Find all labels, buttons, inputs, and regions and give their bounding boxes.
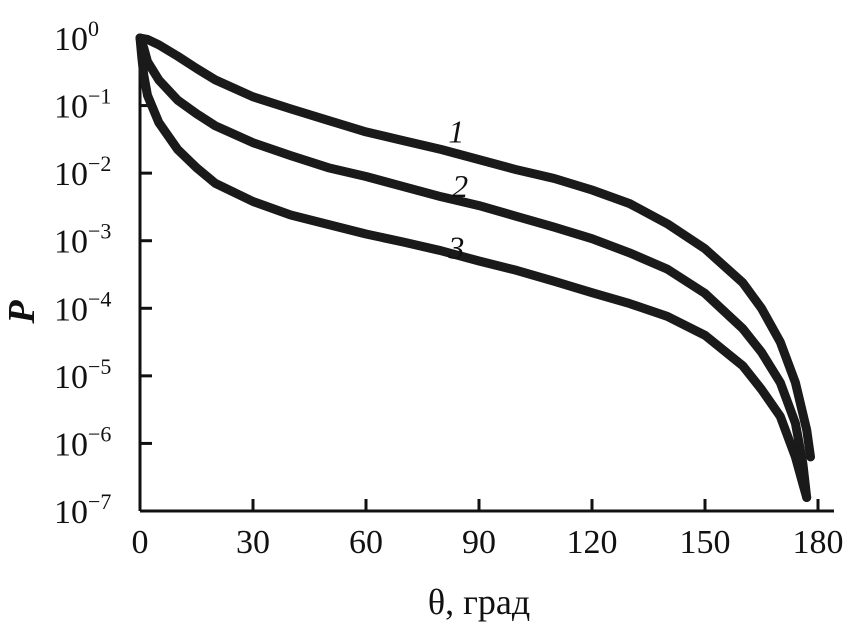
x-tick-label: 60: [349, 524, 383, 561]
series-1-line: [135, 33, 815, 462]
y-tick-exponent: −7: [88, 489, 111, 514]
x-tick-label: 120: [567, 524, 618, 561]
series-2-line: [135, 33, 812, 502]
x-tick-label: 0: [132, 524, 149, 561]
x-tick-label: 150: [680, 524, 731, 561]
y-tick-label: 10−2: [54, 151, 111, 193]
series-3-line: [135, 33, 812, 502]
y-tick-base: 10: [54, 359, 88, 396]
y-tick-base: 10: [54, 426, 88, 463]
y-tick-base: 10: [54, 156, 88, 193]
series-2-label: 2: [452, 168, 468, 204]
y-tick-base: 10: [54, 224, 88, 261]
curves: [135, 33, 815, 502]
labels: 1 2 3 θ, град P: [1, 114, 530, 622]
y-tick-exponent: −4: [88, 286, 111, 311]
y-tick-label: 100: [54, 16, 99, 58]
y-tick-base: 10: [54, 89, 88, 126]
series-3-label: 3: [447, 229, 464, 265]
y-tick-label: 10−4: [54, 286, 111, 328]
y-tick-label: 10−1: [54, 84, 111, 126]
y-tick-exponent: −1: [88, 84, 111, 109]
y-tick-exponent: −2: [88, 151, 111, 176]
y-tick-exponent: −6: [88, 421, 111, 446]
series-1-label: 1: [448, 114, 464, 150]
y-tick-base: 10: [54, 494, 88, 531]
y-tick-label: 10−6: [54, 421, 111, 463]
x-tick-label: 180: [793, 524, 844, 561]
y-tick-exponent: −5: [88, 354, 111, 379]
y-tick-label: 10−3: [54, 219, 111, 261]
y-tick-label: 10−7: [54, 489, 111, 531]
y-axis-title: P: [1, 300, 43, 325]
y-tick-base: 10: [54, 291, 88, 328]
y-tick-label: 10−5: [54, 354, 111, 396]
axes: 0 30 60 90 120 150 18010010−110−210−310−410−51…: [54, 16, 844, 561]
y-tick-exponent: 0: [88, 16, 99, 41]
y-tick-exponent: −3: [88, 219, 111, 244]
x-tick-label: 90: [462, 524, 496, 561]
x-axis-title: θ, град: [428, 582, 530, 622]
y-tick-base: 10: [54, 21, 88, 58]
x-tick-label: 30: [236, 524, 270, 561]
